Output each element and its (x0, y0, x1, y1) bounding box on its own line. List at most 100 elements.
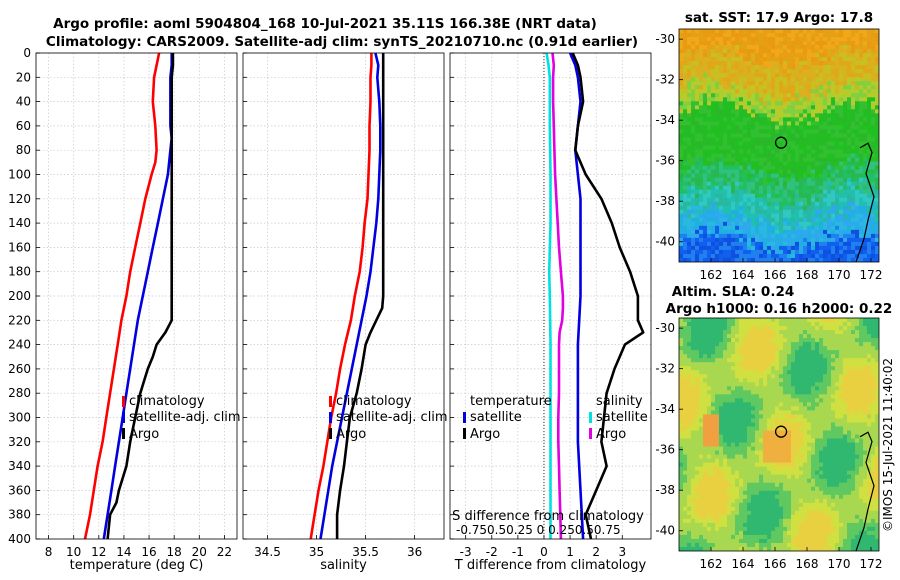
map-cell (831, 370, 836, 375)
map-cell (747, 173, 752, 179)
map-cell (727, 245, 732, 251)
map-cell (835, 402, 840, 407)
map-cell (863, 217, 868, 223)
map-cell (779, 113, 784, 118)
map-cell (843, 434, 848, 439)
map-cell (787, 438, 792, 443)
map-cell (707, 161, 712, 166)
map-cell (687, 322, 692, 327)
map-cell (747, 177, 752, 183)
map-cell (799, 253, 804, 259)
map-cell (799, 101, 804, 106)
map-cell (691, 101, 696, 106)
map-cell (695, 161, 700, 166)
map-cell (875, 205, 879, 211)
map-cell (747, 366, 752, 371)
map-cell (835, 422, 840, 427)
map-cell (819, 185, 824, 191)
map-cell (823, 245, 828, 251)
map-cell (787, 169, 792, 175)
map-cell (815, 153, 820, 158)
map-cell (723, 350, 728, 355)
map-cell (703, 85, 708, 90)
map-cell (815, 117, 820, 122)
map-cell (771, 245, 776, 251)
map-cell (831, 105, 836, 110)
map-cell (695, 233, 700, 239)
map-cell (707, 245, 712, 251)
map-cell (859, 205, 864, 211)
map-cell (703, 189, 708, 195)
map-cell (819, 97, 824, 102)
map-cell (723, 177, 728, 183)
map-cell (747, 398, 752, 403)
map-cell (871, 458, 876, 464)
map-cell (723, 149, 728, 154)
map-cell (771, 125, 776, 130)
map-cell (703, 458, 708, 464)
map-cell (803, 366, 808, 371)
map-cell (783, 402, 788, 407)
map-cell (875, 61, 879, 66)
map-cell (731, 221, 736, 227)
map-cell (687, 237, 692, 243)
map-cell (847, 177, 852, 183)
map-cell (771, 338, 776, 343)
map-cell (787, 29, 792, 34)
map-cell (695, 382, 700, 387)
map-cell (775, 350, 780, 355)
map-cell (787, 434, 792, 439)
map-cell (691, 362, 696, 367)
map-cell (775, 117, 780, 122)
map-cell (731, 342, 736, 347)
map-cell (815, 366, 820, 371)
map-cell (707, 318, 712, 323)
map-cell (823, 382, 828, 387)
map-cell (859, 454, 864, 460)
map-cell (855, 358, 860, 363)
y-tick-label: 300 (8, 411, 31, 425)
map-cell (739, 209, 744, 215)
map-cell (711, 65, 716, 70)
map-cell (683, 65, 688, 70)
map-cell (855, 193, 860, 199)
map-cell (819, 145, 824, 150)
map-cell (759, 73, 764, 78)
map-cell (807, 402, 812, 407)
map-cell (783, 29, 788, 34)
map-cell (839, 326, 844, 331)
map-cell (859, 185, 864, 191)
map-cell (699, 233, 704, 239)
map-cell (839, 454, 844, 460)
map-cell (847, 73, 852, 78)
map-cell (739, 346, 744, 351)
map-cell (683, 414, 688, 419)
map-cell (847, 37, 852, 42)
map-cell (739, 181, 744, 187)
map-cell (735, 442, 740, 447)
map-cell (719, 378, 724, 383)
map-cell (767, 145, 772, 150)
map-cell (815, 93, 820, 98)
map-cell (839, 61, 844, 66)
map-cell (739, 129, 744, 134)
map-cell (767, 362, 772, 367)
map-cell (735, 334, 740, 339)
map-cell (735, 418, 740, 423)
map-cell (843, 205, 848, 211)
map-cell (847, 85, 852, 90)
map-cell (707, 81, 712, 86)
sst-map (679, 29, 879, 262)
map-cell (831, 137, 836, 142)
map-cell (723, 117, 728, 122)
map-cell (847, 157, 852, 162)
map-cell (695, 145, 700, 150)
map-cell (839, 422, 844, 427)
map-cell (807, 442, 812, 447)
map-cell (775, 105, 780, 110)
map-cell (807, 145, 812, 150)
map-cell (835, 121, 840, 126)
map-cell (707, 197, 712, 203)
map-cell (751, 57, 756, 62)
map-cell (839, 29, 844, 34)
